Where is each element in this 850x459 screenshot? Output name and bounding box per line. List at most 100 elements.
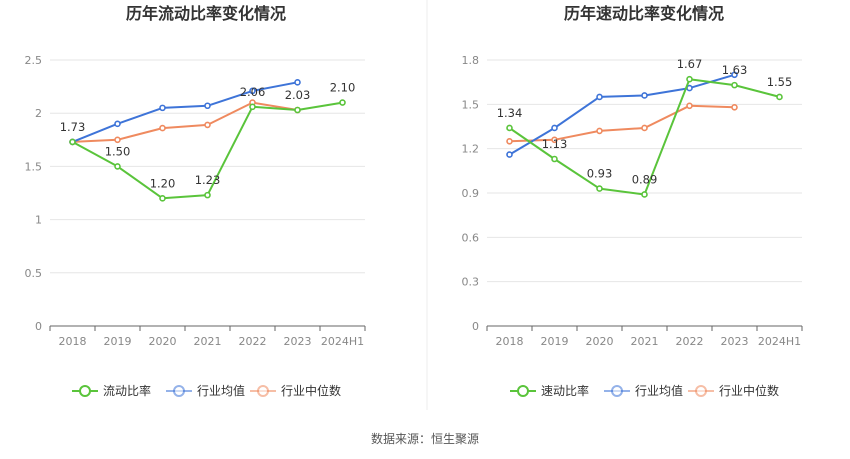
current-ratio-x-tick-label: 2023 [284,335,312,348]
current-ratio-x-tick-label: 2020 [149,335,177,348]
current-ratio-chart: 历年流动比率变化情况 0 0.5 1 1.5 2 2.5 2018 2019 2020 2021 20… [25,4,366,398]
current-ratio-legend-item-company[interactable]: 流动比率 [72,383,151,398]
current-ratio-data-label: 2.06 [240,85,266,99]
quick-ratio-x-tick-label: 2019 [541,335,569,348]
quick-ratio-company-point [506,124,513,132]
current-ratio-data-label: 2.03 [285,88,311,102]
quick-ratio-data-label: 1.34 [497,106,523,120]
quick-ratio-industry_median-point [596,127,603,135]
quick-ratio-industry_median-point [551,136,558,144]
quick-ratio-data-label: 1.63 [722,63,748,77]
current-ratio-y-tick-label: 1 [35,214,42,227]
quick-ratio-x-tick-label: 2023 [721,335,749,348]
current-ratio-company-point [204,191,211,199]
current-ratio-legend-swatch-marker [79,385,91,397]
data-source-text: 数据来源：恒生聚源 [371,431,479,446]
quick-ratio-x-tick-label: 2020 [586,335,614,348]
current-ratio-legend-label: 流动比率 [103,383,151,398]
quick-ratio-x-tick-label: 2018 [496,335,524,348]
current-ratio-legend-label: 行业均值 [197,383,245,398]
quick-ratio-industry_median-point [686,102,693,110]
quick-ratio-company-point [686,75,693,83]
current-ratio-legend-swatch-marker [173,385,185,397]
quick-ratio-industry_avg-point [551,124,558,132]
current-ratio-company-point [69,138,76,146]
current-ratio-legend-label: 行业中位数 [281,383,341,398]
current-ratio-y-tick-label: 0.5 [25,267,43,280]
quick-ratio-y-tick-label: 0.9 [462,187,480,200]
current-ratio-industry_avg-point [204,102,211,110]
quick-ratio-legend-item-company[interactable]: 速动比率 [510,383,589,398]
current-ratio-y-tick-label: 2.5 [25,54,43,67]
quick-ratio-y-tick-label: 0 [472,320,479,333]
current-ratio-industry_median-line [72,101,298,143]
current-ratio-company-point [159,195,166,202]
quick-ratio-y-tick-label: 0.3 [462,276,480,289]
quick-ratio-industry_median-point [731,103,738,111]
quick-ratio-data-label: 1.67 [677,57,703,71]
quick-ratio-industry_median-point [641,124,648,132]
quick-ratio-x-tick-label: 2021 [631,335,659,348]
quick-ratio-company-point [776,93,783,101]
current-ratio-y-tick-label: 1.5 [25,160,43,173]
current-ratio-industry_median-point [114,136,121,144]
current-ratio-x-tick-label: 2024H1 [321,335,364,348]
quick-ratio-x-tick-label: 2024H1 [758,335,801,348]
quick-ratio-industry_avg-line [508,73,735,156]
current-ratio-legend-item-industry_median[interactable]: 行业中位数 [250,383,341,398]
quick-ratio-industry_median-point [506,137,513,145]
quick-ratio-legend-label: 行业中位数 [719,383,779,398]
current-ratio-industry_avg-point [294,79,301,86]
current-ratio-x-tick-label: 2022 [239,335,267,348]
quick-ratio-legend-item-industry_avg[interactable]: 行业均值 [604,383,683,398]
quick-ratio-legend-label: 速动比率 [541,383,589,398]
current-ratio-company-point [339,99,346,106]
quick-ratio-company-point [731,81,738,89]
current-ratio-company-point [294,106,301,114]
quick-ratio-data-label: 0.93 [587,167,613,181]
quick-ratio-legend-swatch-marker [695,385,707,397]
current-ratio-data-label: 1.23 [195,173,221,187]
quick-ratio-y-tick-label: 1.5 [462,98,480,111]
current-ratio-industry_avg-point [114,120,121,128]
quick-ratio-company-point [551,155,558,163]
current-ratio-industry_avg-point [159,104,166,112]
current-ratio-legend-item-industry_avg[interactable]: 行业均值 [166,383,245,398]
quick-ratio-y-tick-label: 0.6 [462,231,480,244]
current-ratio-y-tick-label: 0 [35,320,42,333]
quick-ratio-data-label: 0.89 [632,172,658,186]
quick-ratio-chart-title: 历年速动比率变化情况 [564,4,724,23]
quick-ratio-x-tick-label: 2022 [676,335,704,348]
current-ratio-data-label: 1.73 [60,120,86,134]
current-ratio-y-tick-label: 2 [35,107,42,120]
current-ratio-industry_median-point [159,124,166,132]
quick-ratio-legend-label: 行业均值 [635,383,683,398]
quick-ratio-industry_avg-point [596,93,603,101]
quick-ratio-company-point [596,185,603,192]
quick-ratio-data-label: 1.55 [767,75,793,89]
current-ratio-x-tick-label: 2021 [194,335,222,348]
current-ratio-legend-swatch-marker [257,385,269,397]
current-ratio-company-point [114,163,121,170]
current-ratio-data-label: 1.50 [105,144,131,158]
current-ratio-x-tick-label: 2018 [59,335,87,348]
current-ratio-industry_median-point [204,121,211,129]
quick-ratio-industry_avg-point [641,92,648,99]
current-ratio-data-label: 2.10 [330,81,356,95]
current-ratio-company-point [249,103,256,111]
current-ratio-industry_avg-point [249,87,256,95]
quick-ratio-y-tick-label: 1.2 [462,143,480,156]
quick-ratio-legend-swatch-marker [611,385,623,397]
current-ratio-x-tick-label: 2019 [104,335,132,348]
current-ratio-industry_avg-line [72,81,298,143]
quick-ratio-data-label: 1.13 [542,137,568,151]
quick-ratio-chart: 历年速动比率变化情况 0 0.3 0.6 0.9 1.2 1.5 1.8 2018 2019 202… [462,4,803,398]
quick-ratio-industry_median-line [509,104,735,143]
quick-ratio-industry_avg-point [731,71,738,79]
quick-ratio-legend-swatch-marker [517,385,529,397]
quick-ratio-y-tick-label: 1.8 [462,54,480,67]
current-ratio-data-label: 1.20 [150,176,176,190]
quick-ratio-legend-item-industry_median[interactable]: 行业中位数 [688,383,779,398]
quick-ratio-industry_avg-point [506,151,513,158]
